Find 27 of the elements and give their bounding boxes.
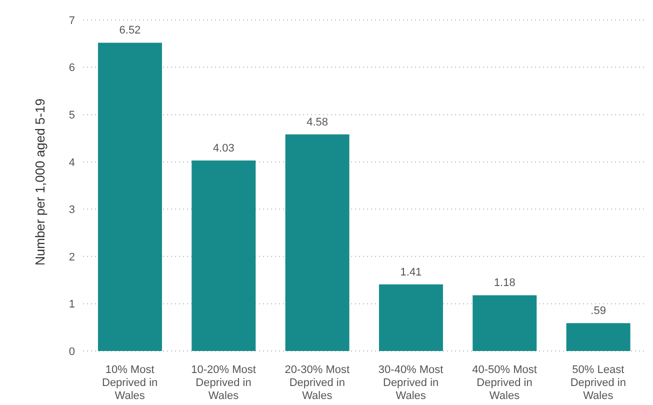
x-tick-label: 40-50% Most Deprived in Wales [472, 364, 537, 402]
x-tick-label: 10% Most Deprived in Wales [102, 364, 158, 402]
data-label: .59 [590, 305, 606, 318]
y-tick-label: 4 [68, 156, 75, 169]
x-tick-label: 30-40% Most Deprived in Wales [378, 364, 444, 402]
y-tick-label: 7 [68, 14, 75, 27]
bar [192, 160, 256, 351]
data-label: 4.03 [212, 142, 234, 154]
x-tick-label: 50% Least Deprived in Wales [570, 364, 626, 402]
x-tick-label: 10-20% Most Deprived in Wales [191, 364, 256, 402]
data-label: 1.18 [494, 277, 516, 290]
y-tick-label: 2 [68, 251, 75, 264]
bar [98, 42, 162, 351]
bar [378, 284, 443, 351]
data-label: 4.58 [306, 116, 328, 128]
data-label: 6.52 [119, 24, 141, 37]
y-tick-label: 0 [68, 346, 75, 358]
x-tick-label: 20-30% Most Deprived in Wales [284, 364, 350, 402]
bar [472, 295, 537, 351]
data-label: 1.41 [400, 266, 422, 278]
bar [285, 134, 350, 351]
y-tick-label: 1 [68, 298, 75, 311]
y-tick-label: 6 [68, 62, 75, 74]
y-tick-label: 3 [68, 204, 75, 216]
y-axis-title: Number per 1,000 aged 5-19 [32, 98, 48, 266]
y-tick-label: 5 [68, 109, 75, 122]
bar [566, 323, 630, 351]
